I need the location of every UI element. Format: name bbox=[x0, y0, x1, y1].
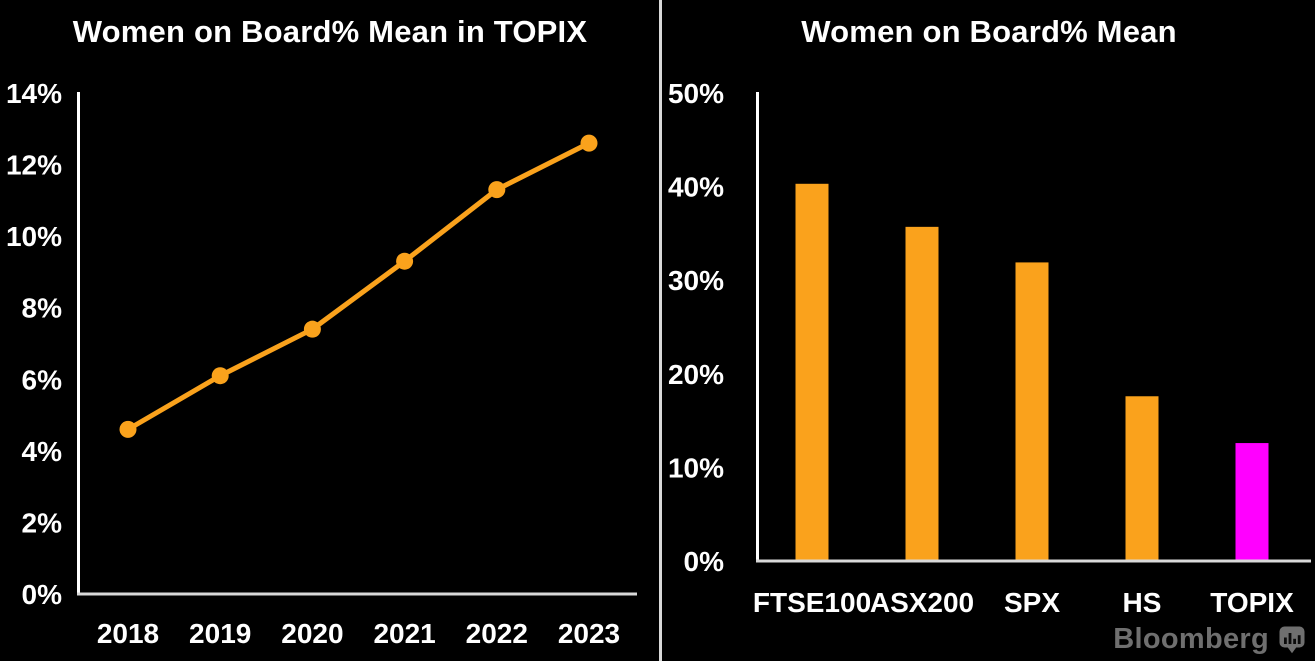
bar-chart-title: Women on Board% Mean bbox=[801, 14, 1177, 49]
line-x-tick-label: 2023 bbox=[558, 618, 620, 649]
line-y-tick-label: 8% bbox=[22, 293, 63, 324]
line-y-tick-label: 0% bbox=[22, 579, 63, 610]
panel-divider bbox=[659, 0, 662, 661]
line-data-point bbox=[119, 420, 137, 438]
bar-spx bbox=[1015, 262, 1049, 561]
bar-y-tick-label: 0% bbox=[684, 546, 725, 577]
bar-ftse100 bbox=[795, 183, 829, 562]
bar-asx200 bbox=[905, 226, 939, 561]
bar-y-tick-label: 50% bbox=[668, 78, 724, 109]
bar-x-tick-label: ASX200 bbox=[870, 587, 974, 618]
line-y-tick-label: 6% bbox=[22, 364, 63, 395]
line-y-tick-label: 4% bbox=[22, 436, 63, 467]
line-data-point bbox=[303, 320, 321, 338]
line-chart-title: Women on Board% Mean in TOPIX bbox=[72, 14, 588, 49]
bloomberg-wordmark: Bloomberg bbox=[1113, 623, 1269, 655]
line-y-tick-label: 2% bbox=[22, 507, 63, 538]
line-series bbox=[126, 140, 591, 432]
line-data-point bbox=[488, 181, 506, 199]
line-data-point bbox=[580, 134, 598, 152]
bar-chart-panel: Women on Board% Mean 0% 10% 20% 30% 40% 50% FT… bbox=[663, 0, 1315, 661]
line-x-tick-label: 2018 bbox=[97, 618, 159, 649]
bar-x-tick-label: TOPIX bbox=[1210, 587, 1294, 618]
bar-y-tick-label: 10% bbox=[668, 452, 724, 483]
bar-topix bbox=[1235, 443, 1269, 561]
line-x-tick-label: 2020 bbox=[281, 618, 343, 649]
line-x-tick-label: 2021 bbox=[373, 618, 435, 649]
line-data-point bbox=[396, 252, 414, 270]
line-data-point bbox=[211, 367, 229, 385]
bar-y-tick-label: 20% bbox=[668, 359, 724, 390]
bar-x-tick-label: HS bbox=[1123, 587, 1162, 618]
bar-x-tick-label: FTSE100 bbox=[753, 587, 871, 618]
bar-y-tick-label: 40% bbox=[668, 172, 724, 203]
line-y-tick-label: 10% bbox=[6, 221, 62, 252]
bar-chart-bubble-icon bbox=[1279, 626, 1305, 653]
line-x-tick-label: 2022 bbox=[466, 618, 528, 649]
bar-y-tick-label: 30% bbox=[668, 265, 724, 296]
bloomberg-logo: Bloomberg bbox=[1113, 623, 1305, 656]
line-chart-svg: 0% 2% 4% 6% 8% 10% 12% 14% 2018 2019 2020 2021 2022 2… bbox=[6, 78, 637, 649]
bar-x-tick-label: SPX bbox=[1004, 587, 1060, 618]
line-x-tick-label: 2019 bbox=[189, 618, 251, 649]
line-y-tick-label: 14% bbox=[6, 78, 62, 109]
line-y-tick-label: 12% bbox=[6, 150, 62, 181]
bar-hs bbox=[1125, 396, 1159, 561]
line-chart-panel: Women on Board% Mean in TOPIX 0% 2% 4% 6% 8%… bbox=[6, 14, 637, 649]
